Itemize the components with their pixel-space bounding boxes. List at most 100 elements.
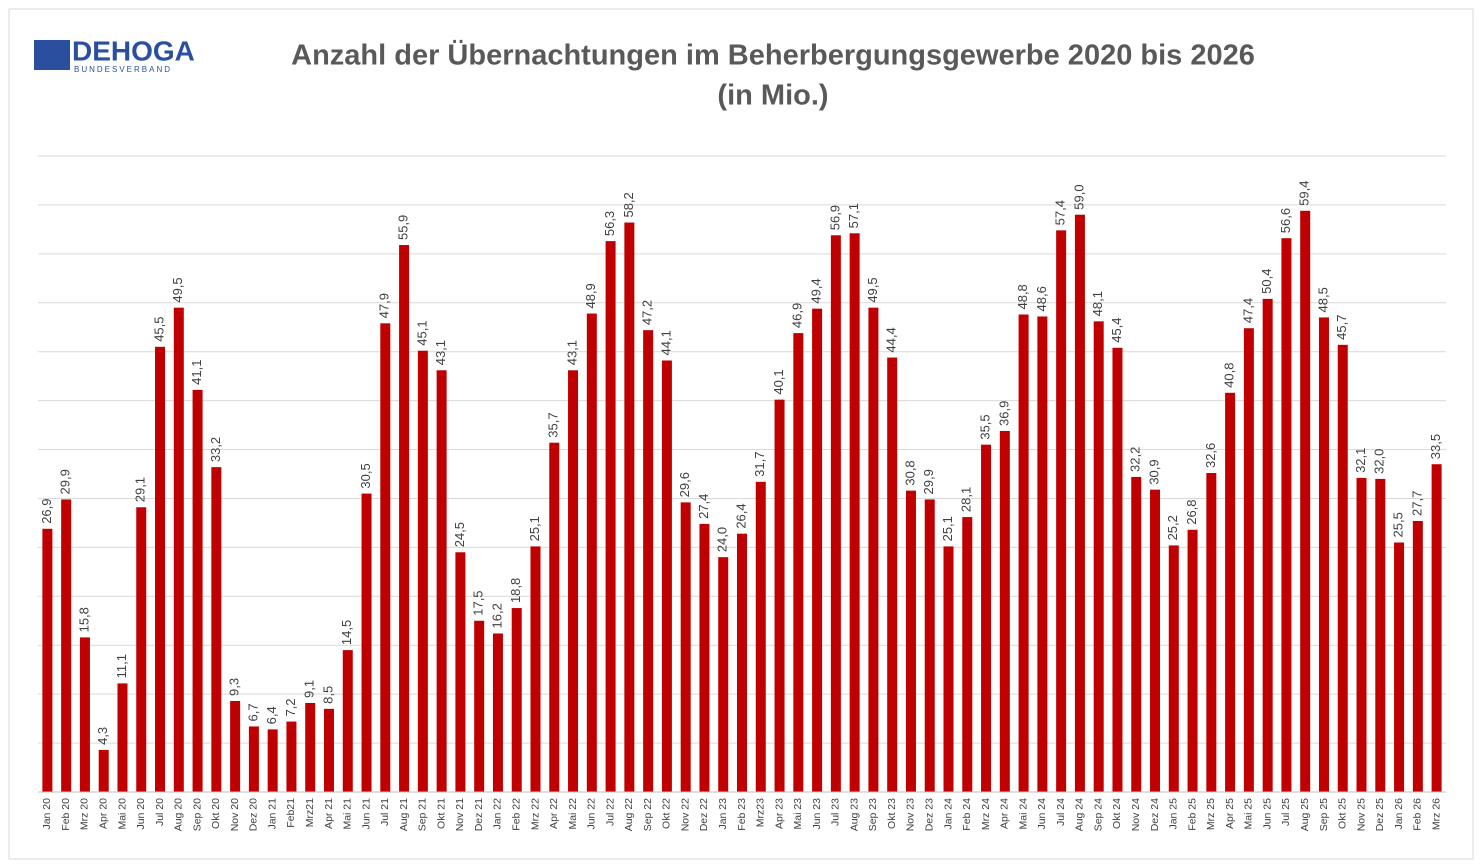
data-label: 49,5 (865, 277, 880, 302)
x-tick-label: Jul 20 (154, 798, 166, 826)
bar (905, 490, 916, 792)
x-tick-label: Jul 24 (1055, 798, 1067, 826)
x-tick-label: Aug 25 (1299, 798, 1311, 831)
bar (1206, 473, 1217, 792)
data-label: 44,1 (658, 330, 673, 355)
x-tick-label: Jan 24 (942, 798, 954, 830)
bar (361, 493, 372, 792)
data-label: 4,3 (95, 727, 110, 745)
x-tick-label: Mrz 22 (529, 798, 541, 830)
x-tick-label: Aug 20 (173, 798, 185, 831)
data-label: 24,5 (452, 522, 467, 547)
data-label: 56,6 (1278, 208, 1293, 233)
data-label: 9,3 (227, 678, 242, 696)
chart-subtitle: (in Mio.) (717, 80, 828, 112)
x-tick-label: Feb 26 (1412, 798, 1424, 831)
data-label: 48,5 (1315, 287, 1330, 312)
bar (267, 729, 278, 792)
x-tick-label: Nov 24 (1130, 798, 1142, 831)
data-label: 7,2 (283, 698, 298, 716)
x-tick-label: Apr 25 (1224, 798, 1236, 829)
x-tick-label: Jul 23 (830, 798, 842, 826)
data-label: 40,8 (1222, 362, 1237, 387)
data-label: 35,7 (546, 412, 561, 437)
bar (1243, 328, 1254, 792)
x-tick-label: Nov 20 (229, 798, 241, 831)
bar (436, 370, 447, 792)
x-tick-label: Jun 24 (1036, 798, 1048, 830)
bar (1412, 520, 1423, 792)
bar (211, 467, 222, 792)
x-tick-label: Jan 21 (266, 798, 278, 830)
bar (173, 307, 184, 792)
bar (605, 241, 616, 792)
data-label: 45,7 (1334, 315, 1349, 340)
x-tick-label: Aug 21 (398, 798, 410, 831)
bar (924, 499, 935, 792)
data-label: 45,5 (151, 316, 166, 341)
x-tick-label: Sep 21 (417, 798, 429, 831)
bar (1281, 238, 1292, 792)
data-label: 41,1 (189, 360, 204, 385)
data-label: 25,2 (1165, 515, 1180, 540)
bar (680, 502, 691, 792)
x-tick-label: Sep 20 (191, 798, 203, 831)
x-tick-label: Sep 23 (867, 798, 879, 831)
bar (962, 517, 973, 792)
x-tick-label: Dez 22 (698, 798, 710, 831)
bar (793, 333, 804, 792)
bar (999, 430, 1010, 792)
bar (586, 313, 597, 792)
data-label: 49,4 (809, 278, 824, 303)
data-label: 29,9 (58, 469, 73, 494)
data-label: 59,4 (1297, 180, 1312, 205)
bar (380, 323, 391, 792)
data-label: 24,0 (715, 527, 730, 552)
x-tick-label: Nov 21 (454, 798, 466, 831)
bar (868, 307, 879, 792)
bar (417, 350, 428, 792)
data-label: 48,8 (1015, 284, 1030, 309)
x-tick-label: Feb 25 (1186, 798, 1198, 831)
bar (1037, 316, 1048, 792)
x-tick-label: Okt 22 (661, 798, 673, 829)
bar (117, 683, 128, 792)
data-label: 25,1 (940, 516, 955, 541)
x-tick-label: Mrz 25 (1205, 798, 1217, 830)
x-tick-label: Feb 20 (60, 798, 72, 831)
bar (887, 357, 898, 792)
data-label: 36,9 (996, 401, 1011, 426)
bar (661, 360, 672, 792)
data-label: 33,5 (1428, 434, 1443, 459)
data-label: 25,5 (1391, 512, 1406, 537)
bar (286, 721, 297, 792)
x-tick-label: Jun 21 (360, 798, 372, 830)
x-tick-label: Dez 21 (473, 798, 485, 831)
bar (643, 330, 654, 792)
bar (1018, 314, 1029, 792)
data-label: 59,0 (1071, 184, 1086, 209)
x-tick-label: Mrz 26 (1430, 798, 1442, 830)
bar (342, 650, 353, 792)
data-label: 57,4 (1053, 200, 1068, 225)
data-label: 47,9 (377, 293, 392, 318)
bar (79, 637, 90, 792)
x-tick-label: Sep 24 (1092, 798, 1104, 831)
data-label: 32,1 (1353, 448, 1368, 473)
x-tick-label: Apr 24 (999, 798, 1011, 829)
x-tick-label: Jun 22 (586, 798, 598, 830)
data-label: 6,4 (264, 706, 279, 724)
data-label: 48,1 (1090, 291, 1105, 316)
x-tick-label: Mrz 20 (79, 798, 91, 830)
bar (511, 608, 522, 792)
data-label: 14,5 (339, 620, 354, 645)
x-tick-label: Jul 25 (1280, 798, 1292, 826)
bar (737, 533, 747, 792)
x-tick-label: Okt 21 (435, 798, 447, 829)
x-tick-label: Dez 25 (1374, 798, 1386, 831)
bar (568, 370, 579, 792)
bar (549, 442, 560, 792)
logo: DEHOGA BUNDESVERBAND (34, 35, 195, 74)
bar (1300, 210, 1311, 793)
